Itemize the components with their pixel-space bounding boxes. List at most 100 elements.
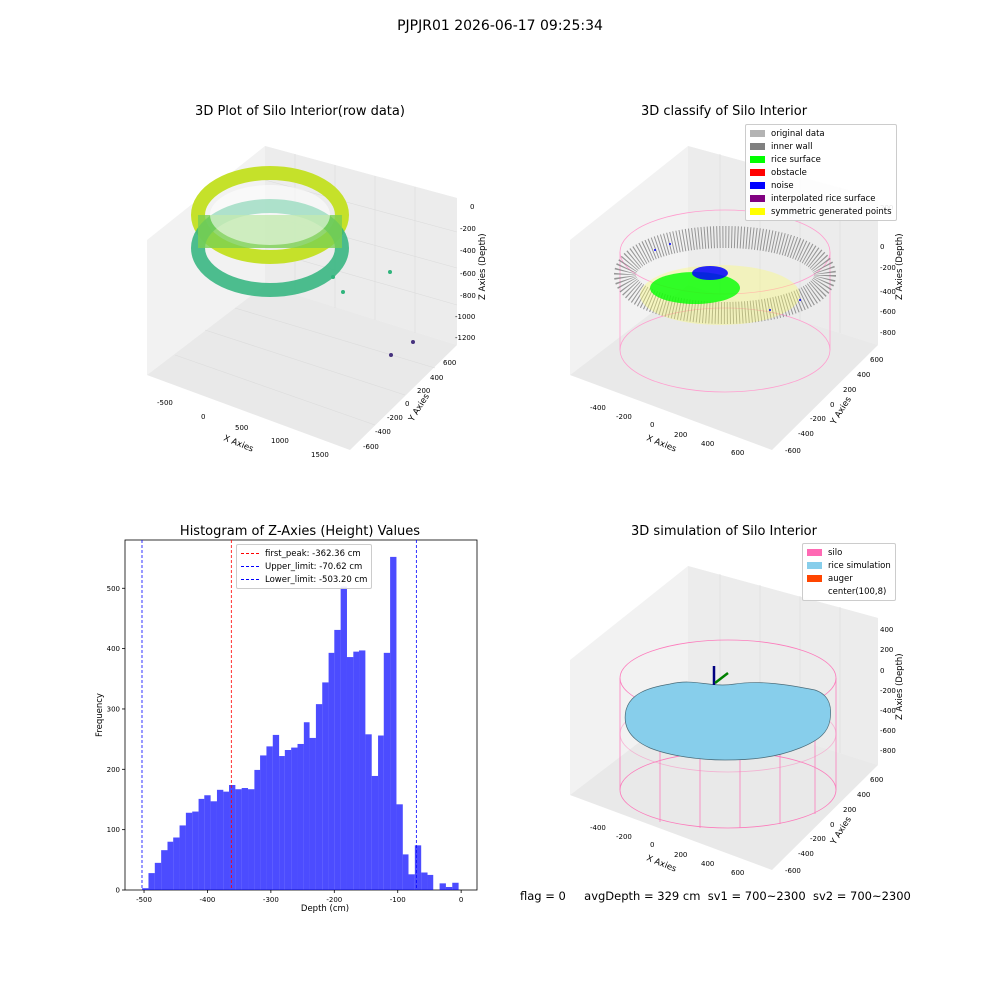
z-tick: -400 (880, 288, 896, 296)
simulation-3d-plot: -400 -200 0 200 400 600 600 400 200 0 -2… (570, 566, 905, 877)
y-tick-label: 0 (116, 887, 120, 895)
y-tick: -200 (810, 415, 826, 423)
y-tick: 600 (870, 776, 883, 784)
x-tick-label: -200 (326, 896, 342, 904)
histogram-bar (229, 785, 236, 890)
x-tick: 400 (701, 440, 714, 448)
y-tick: 0 (405, 400, 409, 408)
x-tick-label: -400 (200, 896, 216, 904)
y-tick: -600 (785, 447, 801, 455)
legend-label: center(100,8) (828, 586, 887, 597)
z-tick: -800 (880, 747, 896, 755)
histogram-bar (396, 804, 403, 890)
z-tick: -600 (880, 308, 896, 316)
x-axis-label: X Axies (222, 434, 255, 455)
y-tick: 400 (857, 791, 870, 799)
sv1-text: sv1 = 700~2300 (707, 889, 806, 903)
legend-swatch (750, 130, 765, 137)
y-tick: 0 (830, 401, 834, 409)
z-tick: -800 (880, 329, 896, 337)
x-tick: 200 (674, 431, 687, 439)
histogram-bar (408, 874, 415, 890)
y-axis-label: Frequency (95, 693, 105, 737)
x-tick: 400 (701, 860, 714, 868)
y-tick: 400 (857, 371, 870, 379)
legend-swatch (750, 195, 765, 202)
legend-swatch (807, 575, 822, 582)
histogram-bar (198, 798, 205, 890)
legend-item: noise (750, 179, 892, 192)
x-tick: -200 (616, 413, 632, 421)
histogram-bar (315, 704, 323, 890)
histogram-bar (322, 682, 329, 890)
y-tick: 600 (870, 356, 883, 364)
y-tick-label: 100 (107, 826, 120, 834)
y-tick: -400 (375, 428, 391, 436)
x-tick: 0 (650, 421, 654, 429)
histogram-bar (353, 651, 360, 890)
x-tick: 0 (650, 841, 654, 849)
y-tick: 200 (843, 806, 856, 814)
legend-item: obstacle (750, 166, 892, 179)
flag-text: flag = 0 (520, 889, 566, 903)
legend-item: silo (807, 546, 891, 559)
z-tick: 0 (470, 203, 474, 211)
legend-swatch (750, 143, 765, 150)
histogram-bar (216, 789, 224, 890)
legend-swatch (807, 549, 822, 556)
legend-label: rice surface (771, 154, 821, 165)
histogram-bar (414, 845, 422, 890)
legend-swatch (750, 169, 765, 176)
legend-swatch (241, 566, 259, 567)
legend-label: symmetric generated points (771, 206, 892, 217)
y-tick: 200 (417, 387, 430, 395)
legend-label: original data (771, 128, 825, 139)
histogram-bar (272, 734, 280, 890)
histogram-bar (371, 775, 379, 890)
legend-swatch (807, 588, 822, 595)
histogram-bar (378, 735, 384, 890)
classify-plot-title: 3D classify of Silo Interior (640, 104, 808, 119)
histogram-bar (241, 788, 249, 890)
legend-label: auger (828, 573, 853, 584)
legend-label: obstacle (771, 167, 807, 178)
histogram-bar (390, 556, 397, 890)
histogram-bar (334, 629, 341, 890)
y-tick: 200 (843, 386, 856, 394)
histogram-bar (359, 650, 366, 890)
x-tick: -200 (616, 833, 632, 841)
histogram-bar (383, 652, 391, 890)
histogram-bar (173, 837, 180, 890)
histogram-bar (142, 888, 149, 890)
z-tick: 0 (880, 243, 884, 251)
legend-item: center(100,8) (807, 585, 891, 598)
legend-swatch (807, 562, 822, 569)
histogram-bar (204, 795, 211, 890)
histogram-bar (167, 841, 174, 890)
histogram-bar (154, 862, 162, 890)
histogram-bar (427, 874, 434, 890)
histogram-bar (291, 747, 298, 890)
legend-label: Lower_limit: -503.20 cm (265, 574, 368, 585)
y-tick: -200 (387, 414, 403, 422)
sv2-text: sv2 = 700~2300 (812, 889, 911, 903)
raw-3d-plot: -500 0 500 1000 1500 600 400 200 0 -200 … (147, 146, 488, 459)
x-tick: 200 (674, 851, 687, 859)
y-tick-label: 400 (107, 645, 120, 653)
simulation-plot-title: 3D simulation of Silo Interior (631, 524, 817, 539)
histogram-bar (185, 812, 193, 890)
legend-item: rice simulation (807, 559, 891, 572)
legend-label: noise (771, 180, 794, 191)
histogram-bar (439, 883, 446, 890)
depth-histogram: -500 -400 -300 -200 -100 0 0 100 200 300 400 500 De… (95, 539, 478, 914)
x-tick: 500 (235, 424, 248, 432)
histogram-bar (223, 791, 230, 890)
y-tick: 400 (430, 374, 443, 382)
legend-swatch (750, 208, 765, 215)
z-tick: -200 (880, 264, 896, 272)
x-tick-label: -300 (263, 896, 279, 904)
histogram-bar (452, 882, 459, 890)
y-tick: -600 (363, 443, 379, 451)
y-axis-label: Y Axies (829, 815, 855, 848)
histogram-bar (161, 850, 168, 890)
